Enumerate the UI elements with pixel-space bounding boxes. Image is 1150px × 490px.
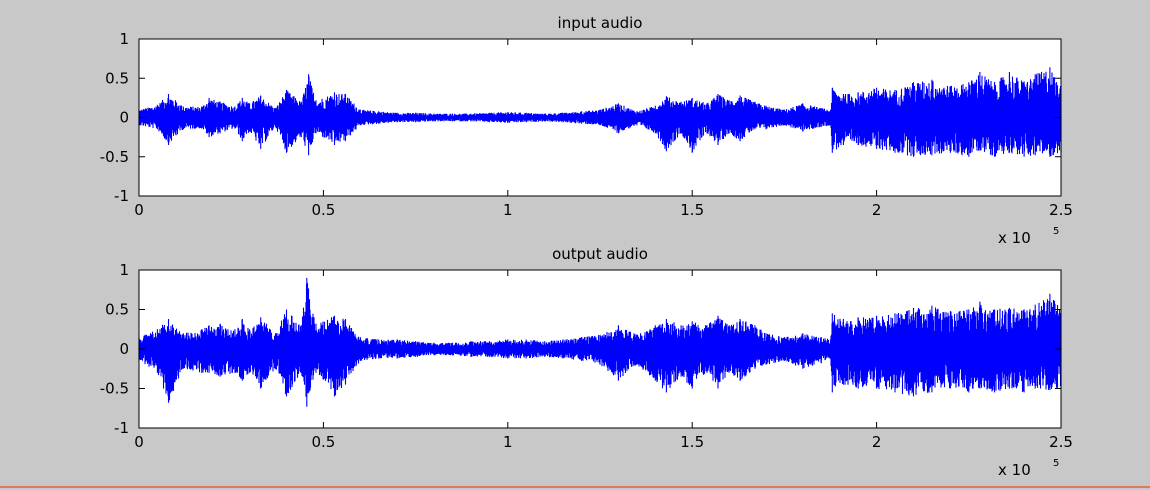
y-tick-label: 1 [119, 30, 129, 48]
y-tick-label: -1 [114, 187, 129, 205]
chart-title: output audio [552, 245, 648, 263]
x-axis-multiplier: x 10 [998, 461, 1031, 479]
x-tick-label: 0.5 [311, 433, 335, 451]
y-tick-label: 1 [119, 261, 129, 279]
x-tick-label: 0 [134, 201, 144, 219]
y-tick-label: 0.5 [105, 69, 129, 87]
x-tick-label: 1.5 [680, 433, 704, 451]
x-axis-multiplier: x 10 [998, 229, 1031, 247]
x-tick-label: 2.5 [1049, 201, 1073, 219]
x-axis-multiplier-exponent: 5 [1053, 226, 1059, 237]
x-tick-label: 1 [503, 433, 513, 451]
x-tick-label: 0.5 [311, 201, 335, 219]
y-tick-label: 0.5 [105, 301, 129, 319]
chart-1: 0 0.5 1 1.5 2 2.5 1 0.5 0 -0.5 -1 input audio x 10 5 [100, 14, 1073, 247]
x-tick-label: 2 [872, 433, 882, 451]
y-tick-label: -0.5 [100, 380, 129, 398]
y-tick-label: -1 [114, 419, 129, 437]
chart-title: input audio [558, 14, 643, 32]
x-tick-label: 0 [134, 433, 144, 451]
chart-2: 0 0.5 1 1.5 2 2.5 1 0.5 0 -0.5 -1 output audio x 10 5 [100, 245, 1073, 479]
x-tick-label: 1 [503, 201, 513, 219]
y-tick-label: -0.5 [100, 148, 129, 166]
x-tick-label: 2.5 [1049, 433, 1073, 451]
x-tick-label: 1.5 [680, 201, 704, 219]
bottom-border [0, 486, 1150, 488]
x-axis-multiplier-exponent: 5 [1053, 458, 1059, 469]
x-tick-label: 2 [872, 201, 882, 219]
y-tick-label: 0 [119, 109, 129, 127]
y-tick-label: 0 [119, 340, 129, 358]
